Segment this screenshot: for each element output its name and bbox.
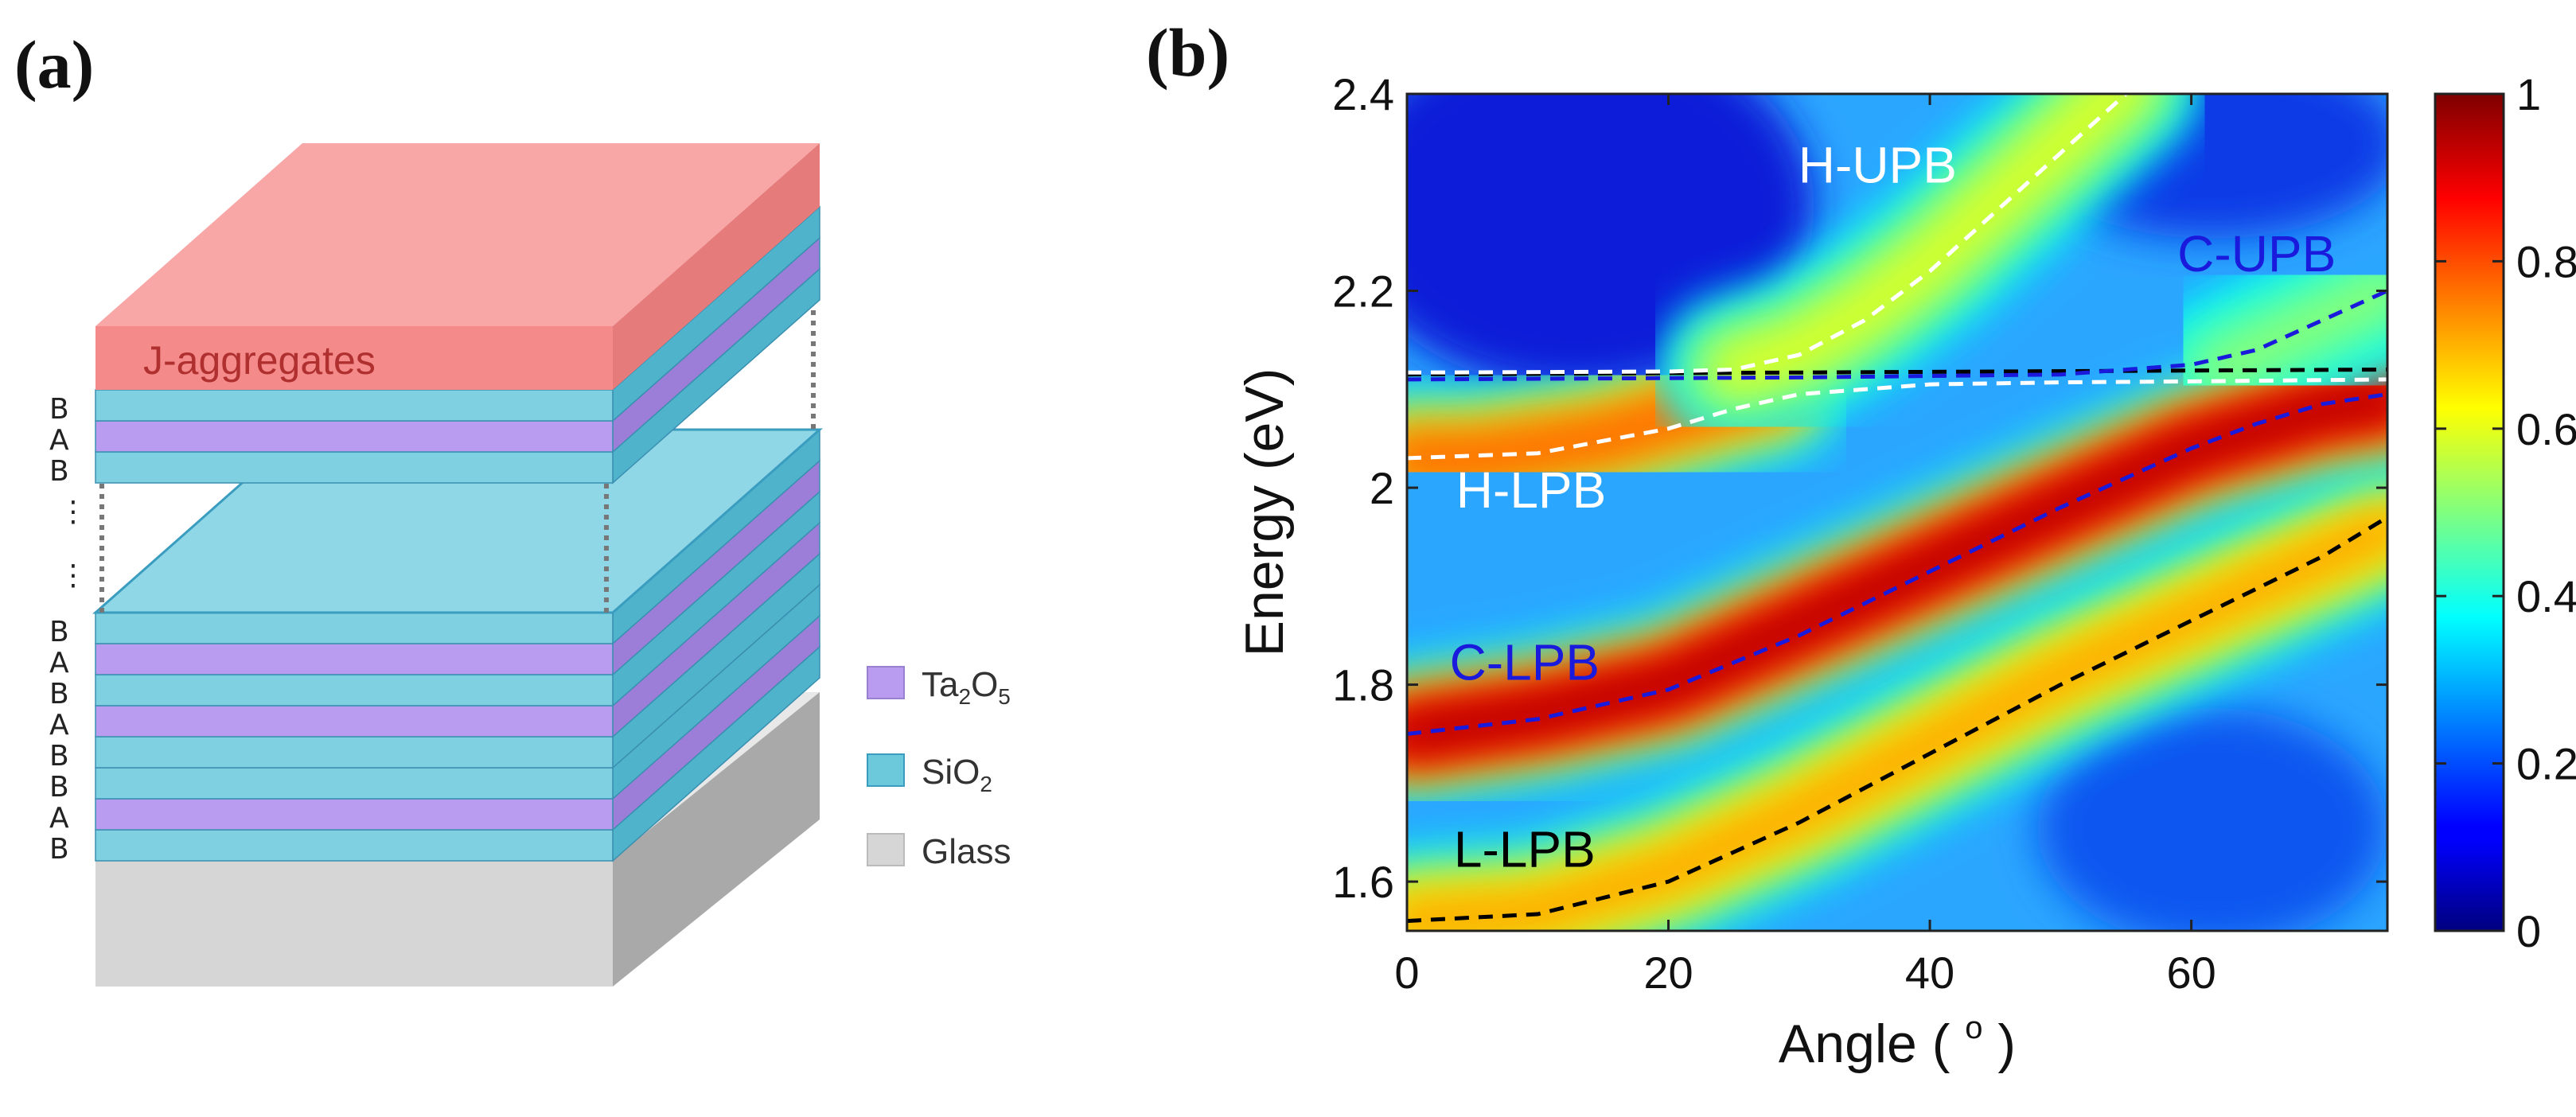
curve-L-LPB-fit xyxy=(1407,516,2387,924)
colorbar xyxy=(2434,92,2505,932)
colorbar-tick-label: 0 xyxy=(2516,906,2541,956)
x-tick-label: 20 xyxy=(1643,948,1693,998)
layer-front-B xyxy=(95,389,614,422)
curve-C-LPB-fit xyxy=(1407,392,2387,736)
x-tick-label: 0 xyxy=(1394,948,1419,998)
curve-H-LPB-fit xyxy=(1407,377,2387,461)
legend-swatch-ta2o5 xyxy=(867,666,905,699)
layer-letter: A xyxy=(49,709,69,741)
panel-a-label: (a) xyxy=(14,26,94,103)
layer-front-B xyxy=(95,736,614,769)
layer-letter: A xyxy=(49,647,69,679)
layer-letter: B xyxy=(49,455,69,488)
layer-letter: A xyxy=(49,424,69,457)
lower-dbr-stack xyxy=(95,428,820,862)
colorbar-tick-label: 1 xyxy=(2516,69,2541,119)
colorbar-tick-label: 0.8 xyxy=(2516,236,2576,286)
layer-letter: B xyxy=(49,833,69,866)
layer-letter: B xyxy=(49,771,69,804)
axis-ticks: 0 20 40 60 1.6 1.8 2 2.2 2.4 xyxy=(1332,69,2387,998)
layer-front-B xyxy=(95,767,614,800)
y-axis-label: Energy (eV) xyxy=(1234,368,1295,657)
annotation-L-LPB: L-LPB xyxy=(1454,821,1596,878)
layer-letter: B xyxy=(49,393,69,426)
dark-region-bottom-right xyxy=(2037,708,2387,931)
band-L-LPB xyxy=(1407,505,2387,931)
x-axis-label: Angle ( o ) xyxy=(1779,1010,2016,1074)
curve-exciton xyxy=(1407,368,2387,377)
layer-front-B xyxy=(95,612,614,644)
upper-dbr-stack xyxy=(95,205,820,485)
layer-letter: B xyxy=(49,678,69,710)
annotation-H-UPB: H-UPB xyxy=(1799,136,1957,193)
y-tick-label: 2.2 xyxy=(1332,267,1394,317)
layer-letter: A xyxy=(49,802,69,835)
legend-label-sio2: SiO2 xyxy=(922,753,992,796)
panel-b-label: (b) xyxy=(1146,14,1230,91)
legend-swatch-sio2 xyxy=(867,753,905,787)
band-H-UPB xyxy=(1712,94,2145,391)
colorbar-tick-label: 0.4 xyxy=(2516,571,2576,621)
x-tick-label: 40 xyxy=(1905,948,1954,998)
layer-front-A xyxy=(95,420,614,453)
curve-H-UPB-fit xyxy=(1407,94,2128,375)
y-tick-label: 1.6 xyxy=(1332,857,1394,907)
layer-front-B xyxy=(95,829,614,862)
layer-front-A xyxy=(95,798,614,831)
layer-front-A xyxy=(95,643,614,675)
ellipsis-2: ⋮ xyxy=(59,559,88,592)
legend-label-glass: Glass xyxy=(922,832,1011,871)
j-aggregates-layer: J-aggregates xyxy=(95,143,820,390)
layer-front-B xyxy=(95,451,614,484)
annotation-C-UPB: C-UPB xyxy=(2177,225,2336,282)
y-tick-label: 2.4 xyxy=(1332,69,1394,119)
colorbar-tick-label: 0.2 xyxy=(2516,739,2576,789)
legend-swatch-glass xyxy=(867,833,905,866)
ellipsis-1: ⋮ xyxy=(59,496,88,528)
branch-annotations: H-UPB C-UPB H-LPB C-LPB L-LPB xyxy=(1450,136,2336,878)
layer-front-A xyxy=(95,705,614,738)
legend-label-ta2o5: Ta2O5 xyxy=(922,665,1011,709)
dispersion-curves xyxy=(1407,94,2387,924)
curve-C-UPB-fit xyxy=(1407,289,2387,382)
layer-letter: B xyxy=(49,740,69,773)
colorbar-ticks: 0 0.2 0.4 0.6 0.8 1 xyxy=(2435,69,2576,956)
annotation-C-LPB: C-LPB xyxy=(1450,633,1600,691)
layer-letter: B xyxy=(49,616,69,648)
layer-front-B xyxy=(95,674,614,706)
dispersion-heatmap: 0 20 40 60 1.6 1.8 2 2.2 2.4 H-UPB C-UPB H-LPB C-LP… xyxy=(1234,69,2576,1074)
plot-frame xyxy=(1405,92,2389,932)
x-tick-label: 60 xyxy=(2166,948,2216,998)
j-aggregates-label: J-aggregates xyxy=(143,338,376,383)
dotted-connectors xyxy=(99,310,816,613)
annotation-H-LPB: H-LPB xyxy=(1456,461,1607,519)
y-tick-label: 2 xyxy=(1370,463,1394,513)
colorbar-tick-label: 0.6 xyxy=(2516,404,2576,454)
legend: Ta2O5 SiO2 Glass xyxy=(867,665,1011,871)
y-tick-label: 1.8 xyxy=(1332,660,1394,710)
